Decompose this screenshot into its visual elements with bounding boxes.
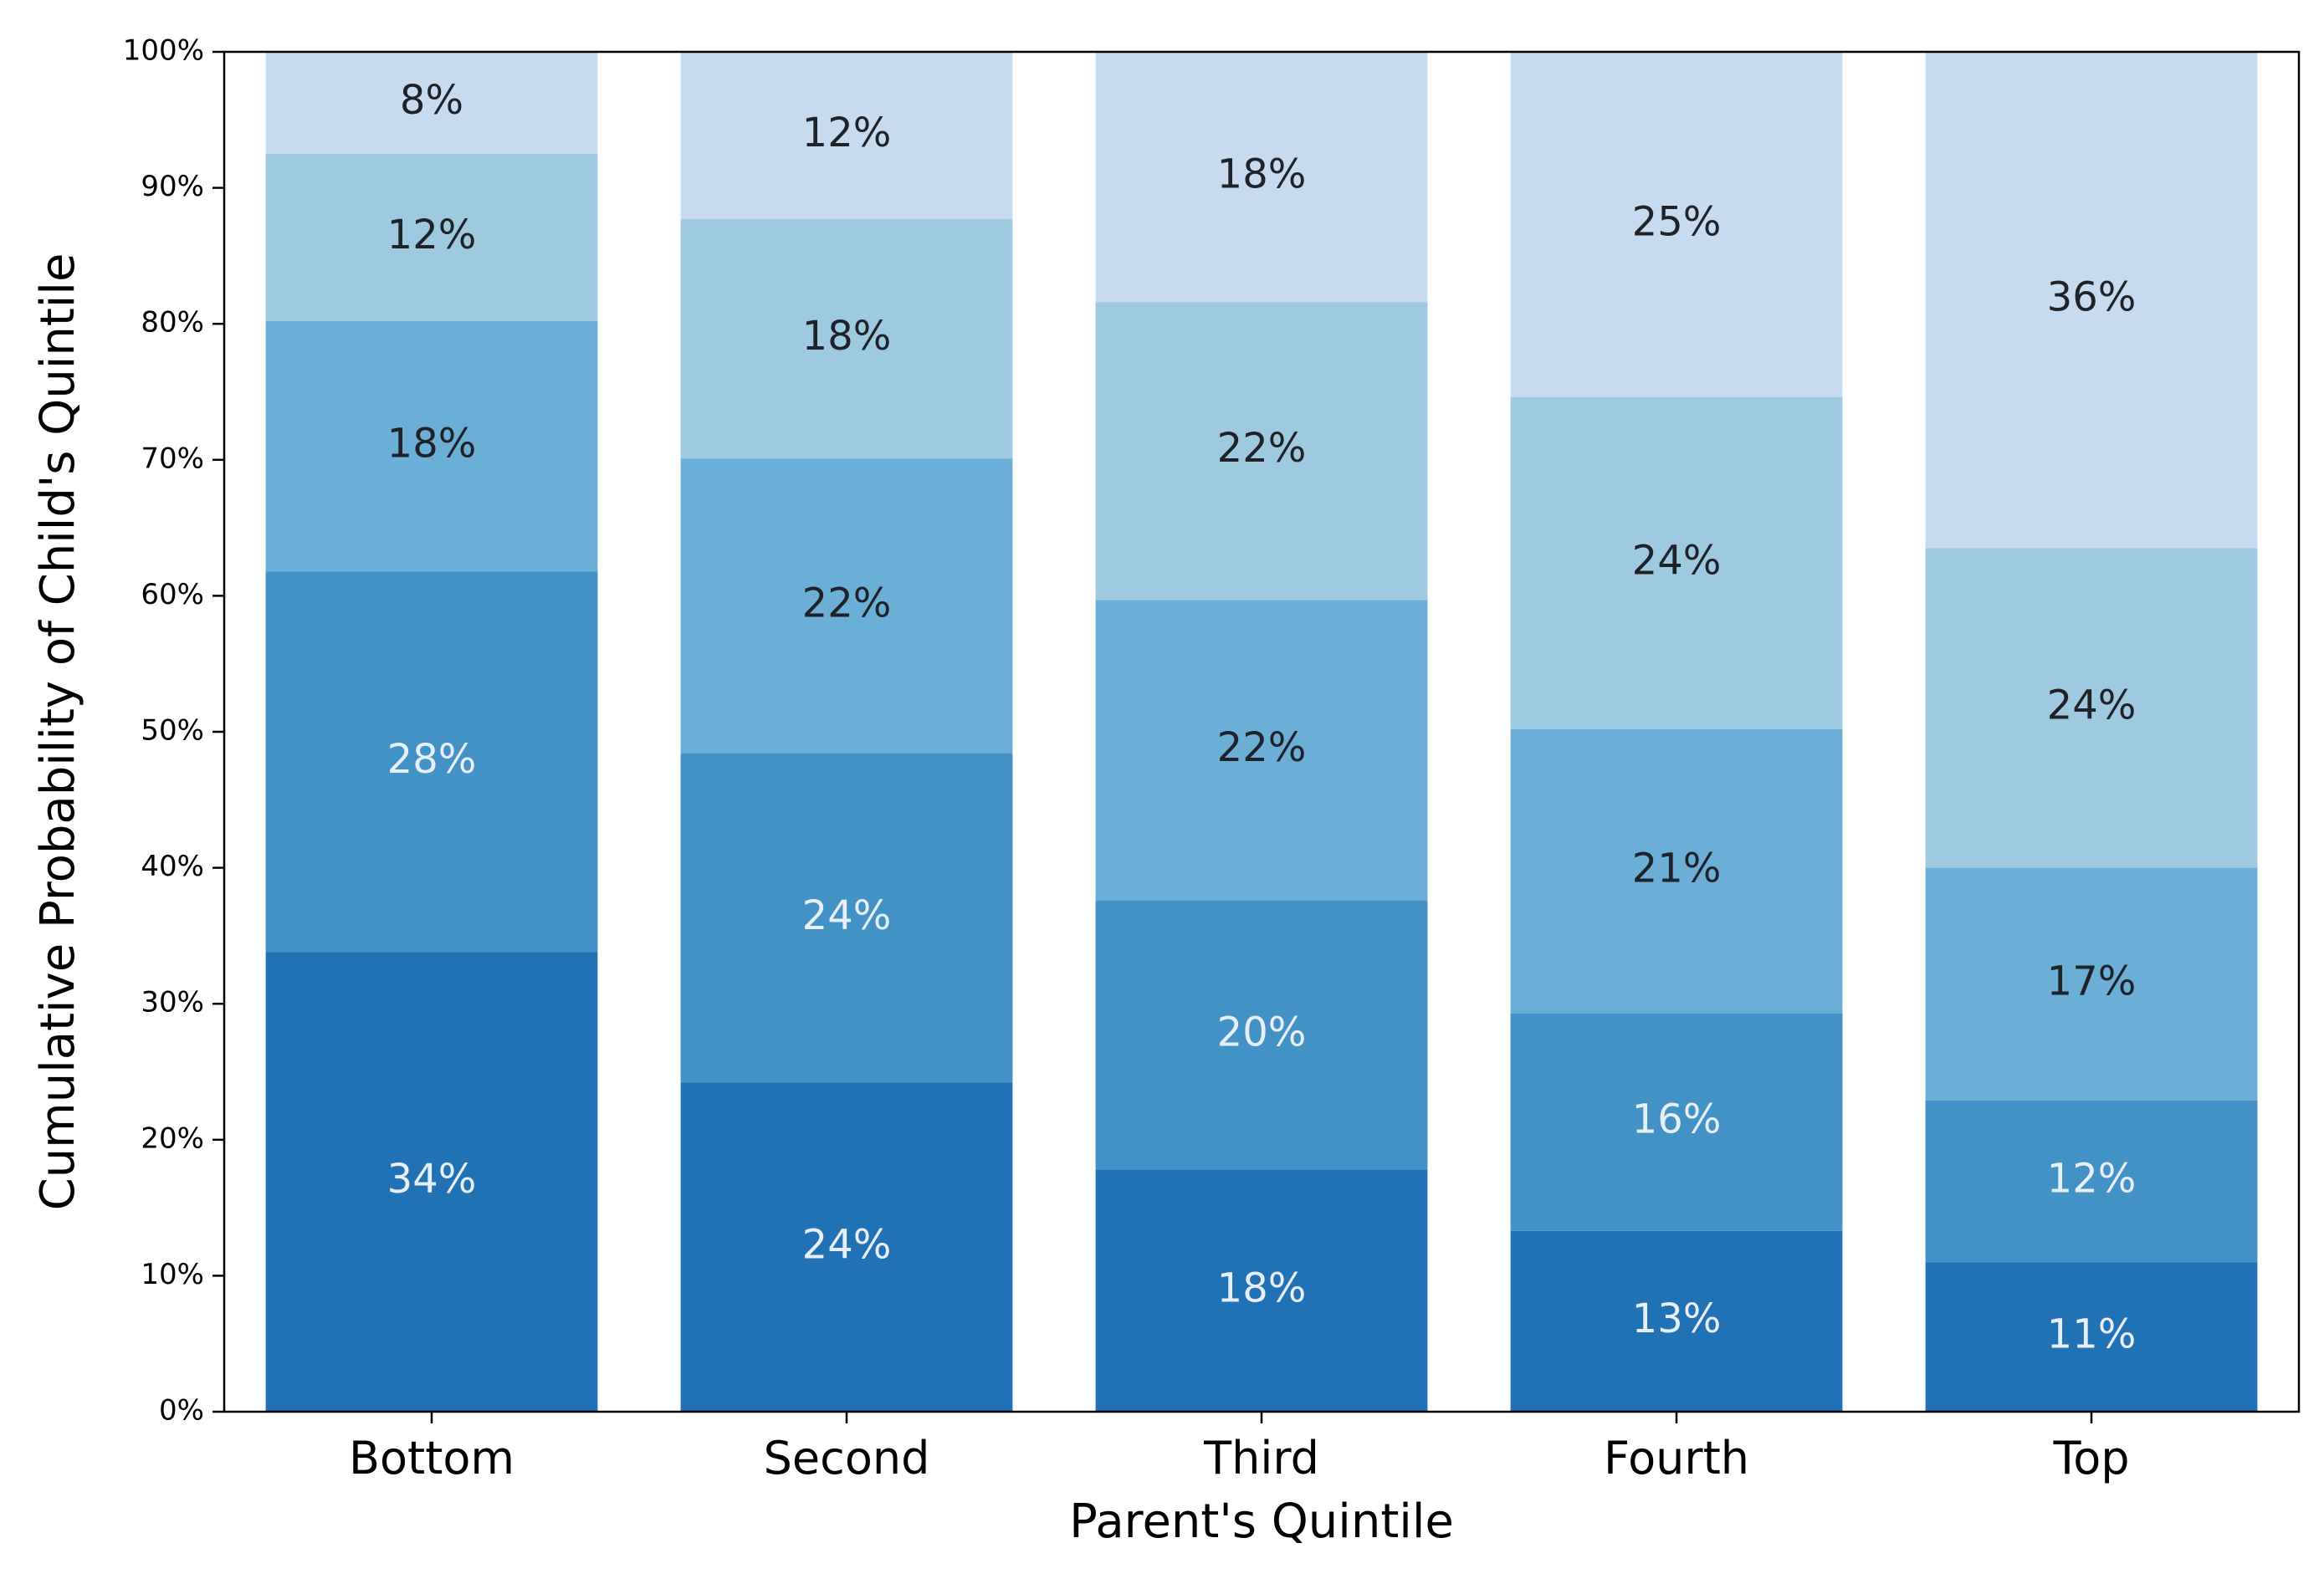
segment-label-top-1: 11% <box>2047 1311 2137 1358</box>
x-tick-label-second: Second <box>764 1432 930 1484</box>
x-axis-title: Parent's Quintile <box>1069 1495 1454 1549</box>
segment-label-fourth-2: 16% <box>1632 1096 1722 1143</box>
y-axis-title: Cumulative Probability of Child's Quinti… <box>31 253 85 1211</box>
bar-segment-top-4 <box>1925 548 2258 868</box>
segment-label-fourth-3: 21% <box>1632 846 1722 892</box>
segment-label-second-5: 12% <box>802 110 892 156</box>
bar-segment-bottom-4 <box>265 153 598 321</box>
segment-label-fourth-1: 13% <box>1632 1295 1722 1342</box>
bar-segment-fourth-2 <box>1510 1013 1843 1231</box>
segment-label-fourth-4: 24% <box>1632 537 1722 584</box>
segment-label-bottom-4: 12% <box>387 212 477 258</box>
segment-label-third-1: 18% <box>1217 1265 1307 1311</box>
bar-segment-second-3 <box>680 458 1013 754</box>
bar-segment-second-2 <box>680 754 1013 1083</box>
bar-segment-top-1 <box>1925 1262 2258 1412</box>
segment-label-second-4: 18% <box>802 313 892 360</box>
bar-segment-third-4 <box>1095 302 1428 600</box>
bar-segment-fourth-3 <box>1510 728 1843 1014</box>
segment-label-third-2: 20% <box>1217 1009 1307 1056</box>
x-axis-ticks: Bottom Second Third Fourth Top <box>349 1412 2130 1484</box>
segment-label-second-3: 22% <box>802 580 892 627</box>
y-tick-label-3: 30% <box>141 986 204 1019</box>
bar-segment-bottom-2 <box>265 571 598 953</box>
y-tick-label-6: 60% <box>141 578 204 611</box>
y-axis-ticks: 0% 10% 20% 30% 40% 50% 60% 70% 80% 90% 100% <box>123 34 224 1428</box>
bar-segment-third-5 <box>1095 52 1428 303</box>
y-tick-label-5: 50% <box>141 714 204 748</box>
bar-segment-fourth-1 <box>1510 1230 1843 1412</box>
x-tick-label-fourth: Fourth <box>1604 1432 1749 1484</box>
bar-segment-fourth-5 <box>1510 52 1843 398</box>
bar-segment-top-3 <box>1925 867 2258 1101</box>
bar-segment-second-4 <box>680 218 1013 459</box>
bar-segment-fourth-4 <box>1510 397 1843 729</box>
segment-label-bottom-5: 8% <box>400 77 463 124</box>
bar-segment-third-2 <box>1095 900 1428 1170</box>
segment-labels-group: 34% 28% 18% 12% 8% 24% 24% 22% 18% 12% 18% 20% 22% 22… <box>387 77 2137 1358</box>
segment-label-bottom-3: 18% <box>387 421 477 468</box>
y-tick-label-8: 80% <box>141 306 204 340</box>
y-tick-label-2: 20% <box>141 1122 204 1155</box>
segment-label-bottom-2: 28% <box>387 736 477 783</box>
segment-label-third-4: 22% <box>1217 425 1307 472</box>
x-tick-label-top: Top <box>2052 1432 2129 1484</box>
bar-segment-top-2 <box>1925 1100 2258 1263</box>
segment-label-third-5: 18% <box>1217 151 1307 198</box>
bar-segment-bottom-3 <box>265 320 598 572</box>
segment-label-top-2: 12% <box>2047 1155 2137 1202</box>
segment-label-top-4: 24% <box>2047 682 2137 729</box>
bar-segment-second-5 <box>680 52 1013 219</box>
y-tick-label-7: 70% <box>141 442 204 475</box>
bar-segment-third-3 <box>1095 600 1428 901</box>
bar-segment-second-1 <box>680 1082 1013 1412</box>
bar-segment-bottom-5 <box>265 52 598 154</box>
y-tick-label-4: 40% <box>141 850 204 883</box>
segment-label-top-5: 36% <box>2047 274 2137 321</box>
segment-label-third-3: 22% <box>1217 724 1307 771</box>
y-tick-label-1: 10% <box>141 1258 204 1291</box>
x-tick-label-bottom: Bottom <box>349 1432 514 1484</box>
bar-segment-third-1 <box>1095 1169 1428 1412</box>
segment-label-second-1: 24% <box>802 1221 892 1268</box>
x-tick-label-third: Third <box>1203 1432 1319 1484</box>
y-tick-label-0: 0% <box>159 1394 204 1428</box>
segment-label-second-2: 24% <box>802 892 892 939</box>
bars-group <box>265 52 2258 1412</box>
y-tick-label-9: 90% <box>141 170 204 203</box>
bar-segment-bottom-1 <box>265 952 598 1412</box>
segment-label-bottom-1: 34% <box>387 1156 477 1203</box>
bar-segment-top-5 <box>1925 52 2258 549</box>
segment-label-fourth-5: 25% <box>1632 199 1722 246</box>
y-tick-label-10: 100% <box>123 34 204 68</box>
segment-label-top-3: 17% <box>2047 958 2137 1005</box>
